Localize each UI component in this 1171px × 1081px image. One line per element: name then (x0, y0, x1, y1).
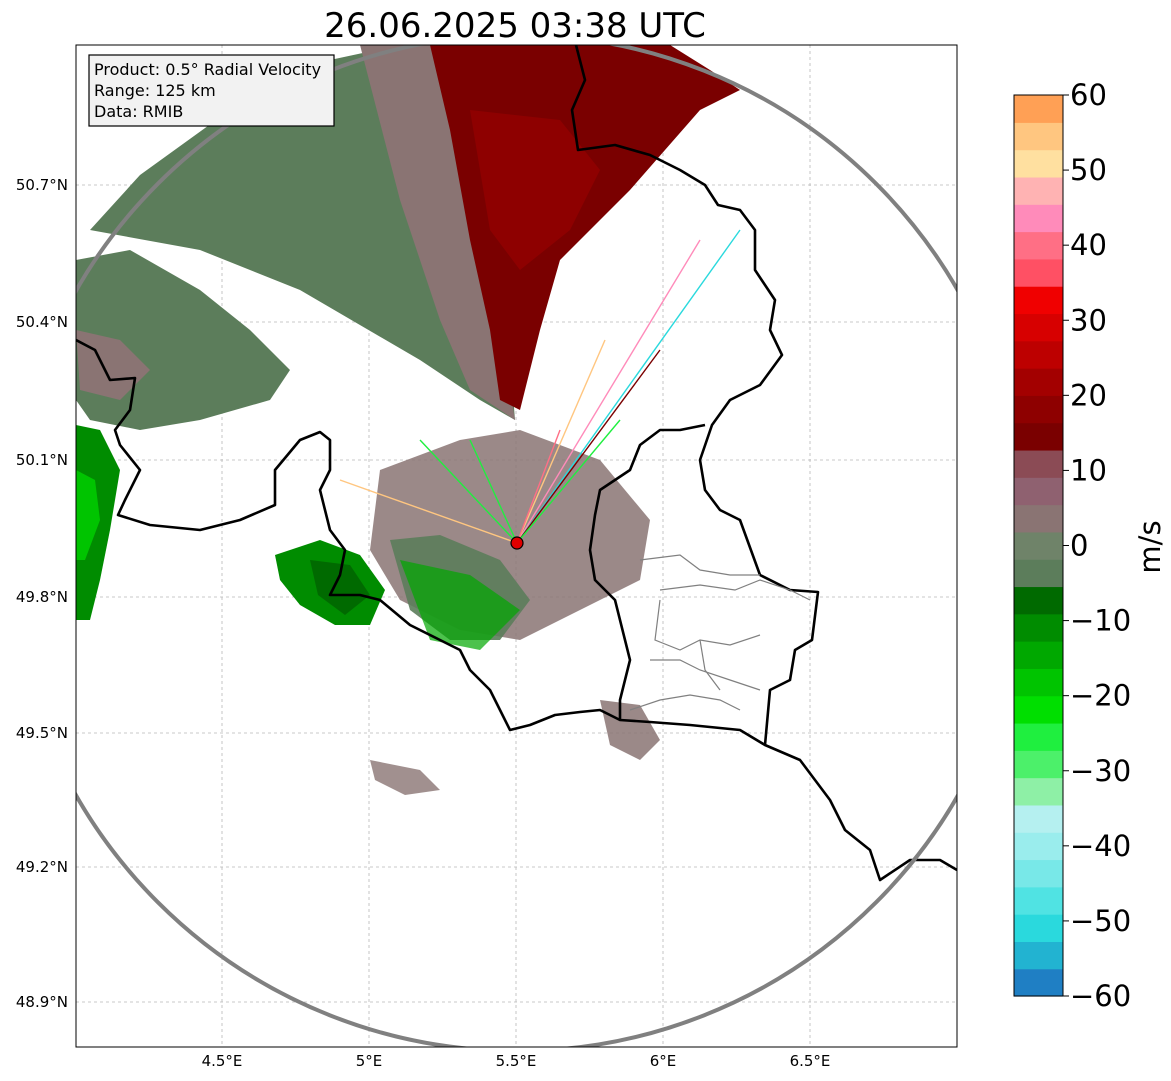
colorbar-band (1014, 149, 1063, 178)
colorbar-band (1014, 531, 1063, 560)
lon-tick: 4.5°E (202, 1052, 243, 1070)
colorbar-tick-label: −40 (1070, 829, 1131, 863)
echo-w-outbound-light (76, 330, 150, 400)
info-source: Data: RMIB (94, 102, 183, 121)
colorbar: 60 50 40 30 20 10 0 −10 −20 −30 −40 −50 −60 m/s (1013, 78, 1167, 1013)
map-panel: Product: 0.5° Radial Velocity Range: 125… (75, 44, 958, 1048)
colorbar-band (1014, 176, 1063, 205)
lon-tick-labels: 4.5°E 5°E 5.5°E 6°E 6.5°E (202, 1052, 831, 1070)
colorbar-band (1014, 258, 1063, 287)
colorbar-band (1014, 559, 1063, 588)
lat-tick: 50.1°N (16, 451, 68, 469)
colorbar-band (1014, 95, 1063, 123)
lat-tick: 49.5°N (16, 724, 68, 742)
lat-tick: 49.2°N (16, 858, 68, 876)
echo-n-outbound-light (360, 45, 515, 420)
colorbar-band (1014, 231, 1063, 260)
colorbar-band (1014, 422, 1063, 451)
colorbar-band (1014, 777, 1063, 806)
colorbar-tick-label: 40 (1070, 228, 1107, 262)
lat-tick-labels: 50.7°N 50.4°N 50.1°N 49.8°N 49.5°N 49.2°… (16, 176, 68, 1011)
lat-tick: 49.8°N (16, 588, 68, 606)
colorbar-bands (1014, 95, 1063, 997)
radial-streaks (339, 229, 741, 544)
colorbar-tick-label: −60 (1070, 979, 1131, 1013)
colorbar-tick-label: 30 (1070, 303, 1107, 337)
colorbar-tick-label: 60 (1070, 78, 1107, 112)
colorbar-tick-label: −50 (1070, 904, 1131, 938)
colorbar-band (1014, 968, 1063, 997)
colorbar-tick-label: 50 (1070, 153, 1107, 187)
colorbar-band (1014, 449, 1063, 478)
colorbar-band (1014, 641, 1063, 669)
border-germany (570, 45, 957, 882)
colorbar-band (1014, 477, 1063, 506)
border-belgium-france (76, 338, 766, 747)
echo-central-inbound (400, 560, 520, 650)
colorbar-band (1014, 613, 1063, 642)
colorbar-band (1014, 313, 1063, 342)
echo-ne-outbound-core (470, 110, 600, 270)
lat-tick: 50.7°N (16, 176, 68, 194)
colorbar-band (1014, 941, 1063, 970)
info-range: Range: 125 km (94, 81, 216, 100)
colorbar-band (1014, 286, 1063, 315)
colorbar-band (1014, 504, 1063, 533)
colorbar-band (1014, 668, 1063, 697)
velocity-echoes (76, 45, 740, 795)
colorbar-band (1014, 914, 1063, 942)
colorbar-tick-label: −30 (1070, 754, 1131, 788)
colorbar-band (1014, 695, 1063, 724)
lon-tick: 5.5°E (496, 1052, 537, 1070)
colorbar-band (1014, 859, 1063, 888)
colorbar-tick-label: −10 (1070, 604, 1131, 638)
colorbar-band (1014, 722, 1063, 751)
lat-tick: 48.9°N (16, 993, 68, 1011)
border-luxembourg (588, 423, 706, 720)
admin-borders (629, 554, 811, 711)
colorbar-tick-label: −20 (1070, 679, 1131, 713)
colorbar-band (1014, 204, 1063, 233)
lon-tick: 5°E (356, 1052, 383, 1070)
colorbar-band (1014, 586, 1063, 615)
colorbar-tick-label: 0 (1070, 529, 1088, 563)
colorbar-band (1014, 368, 1063, 396)
colorbar-band (1014, 395, 1063, 424)
map-content (76, 45, 957, 1047)
lon-tick: 6°E (650, 1052, 677, 1070)
map-frame (75, 44, 958, 1048)
lon-tick: 6.5°E (790, 1052, 831, 1070)
colorbar-band (1014, 832, 1063, 861)
info-box: Product: 0.5° Radial Velocity Range: 125… (88, 54, 335, 127)
radar-site-marker (510, 536, 524, 550)
colorbar-band (1014, 340, 1063, 369)
colorbar-ticks: 60 50 40 30 20 10 0 −10 −20 −30 −40 −50 −60 (1063, 78, 1131, 1013)
colorbar-band (1014, 886, 1063, 915)
colorbar-band (1014, 750, 1063, 779)
colorbar-tick-label: 20 (1070, 378, 1107, 412)
colorbar-unit-label: m/s (1133, 520, 1167, 573)
lat-tick: 50.4°N (16, 313, 68, 331)
country-borders (76, 45, 957, 882)
colorbar-band (1014, 122, 1063, 151)
info-product: Product: 0.5° Radial Velocity (94, 60, 321, 79)
figure-title: 26.06.2025 03:38 UTC (324, 6, 706, 46)
colorbar-band (1014, 804, 1063, 833)
colorbar-tick-label: 10 (1070, 453, 1107, 487)
